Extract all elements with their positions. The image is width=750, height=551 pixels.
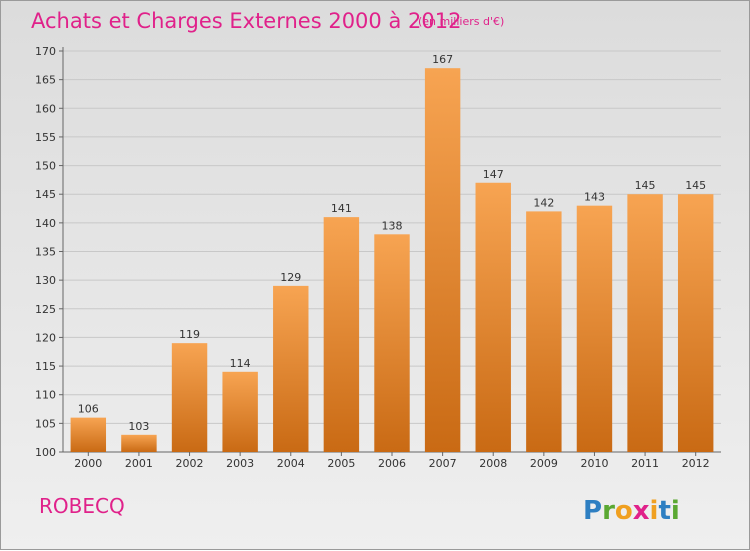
y-tick-labels: 100 105 110 115 120 125 130 135 140 145 150 155 160 1…	[35, 45, 56, 459]
bar-value-label: 167	[432, 53, 453, 66]
bar	[475, 182, 511, 452]
bar	[171, 343, 208, 452]
bar-value-label: 141	[331, 202, 352, 215]
bar	[323, 217, 360, 452]
x-tick-label: 2007	[429, 457, 457, 470]
y-tick-label: 170	[35, 45, 56, 58]
bar-value-label: 138	[382, 219, 403, 232]
bars	[70, 68, 714, 452]
bar	[576, 205, 613, 452]
bar-value-label: 106	[78, 403, 99, 416]
logo-letter: P	[583, 496, 602, 526]
logo-letter: o	[615, 496, 633, 526]
y-tick-label: 115	[35, 360, 56, 373]
x-tick-label: 2009	[530, 457, 558, 470]
x-tick-label: 2008	[479, 457, 507, 470]
bar	[627, 194, 663, 452]
x-tick-label: 2005	[327, 457, 355, 470]
bar	[677, 194, 714, 452]
chart-subtitle: (en milliers d'€)	[418, 15, 504, 28]
x-tick-label: 2001	[125, 457, 153, 470]
x-tick-label: 2010	[580, 457, 608, 470]
y-tick-label: 105	[35, 417, 56, 430]
y-tick-label: 135	[35, 246, 56, 259]
y-tick-label: 140	[35, 217, 56, 230]
bar	[121, 434, 157, 452]
bar-value-label: 103	[128, 420, 149, 433]
y-tick-label: 160	[35, 102, 56, 115]
y-tick-label: 150	[35, 160, 56, 173]
x-tick-label: 2012	[682, 457, 710, 470]
logo-letter: i	[650, 496, 659, 526]
x-tick-labels: 2000 2001 2002 2003 2004 2005 2006 2007 2008 2009…	[74, 452, 710, 470]
bar-value-label: 142	[533, 196, 554, 209]
bar-value-label: 147	[483, 168, 504, 181]
logo-letter: i	[671, 496, 680, 526]
bar-value-label: 145	[635, 179, 656, 192]
place-name: ROBECQ	[39, 494, 125, 518]
x-tick-label: 2011	[631, 457, 659, 470]
x-tick-label: 2004	[277, 457, 305, 470]
value-labels: 106 103 119 114 129 141 138 167 147 142 143 145 145	[78, 53, 706, 433]
x-tick-label: 2000	[74, 457, 102, 470]
proxiti-logo: Proxiti	[583, 496, 680, 526]
logo-letter: t	[658, 496, 670, 526]
bar-value-label: 145	[685, 179, 706, 192]
bar-value-label: 129	[280, 271, 301, 284]
bar	[222, 371, 258, 452]
x-tick-label: 2003	[226, 457, 254, 470]
bar	[273, 285, 309, 452]
logo-letter: r	[602, 496, 615, 526]
y-tick-label: 145	[35, 188, 56, 201]
bar-value-label: 119	[179, 328, 200, 341]
x-tick-label: 2006	[378, 457, 406, 470]
bar	[424, 68, 461, 452]
y-tick-label: 100	[35, 446, 56, 459]
y-tick-label: 155	[35, 131, 56, 144]
y-tick-label: 120	[35, 331, 56, 344]
chart-title: Achats et Charges Externes 2000 à 2012	[31, 9, 461, 33]
y-tick-label: 130	[35, 274, 56, 287]
y-tick-label: 110	[35, 389, 56, 402]
bar	[374, 234, 410, 452]
logo-letter: x	[633, 496, 650, 526]
y-tick-label: 125	[35, 303, 56, 316]
bar	[526, 211, 562, 452]
y-tick-label: 165	[35, 74, 56, 87]
bar-value-label: 143	[584, 191, 605, 204]
x-tick-label: 2002	[176, 457, 204, 470]
bar	[70, 417, 107, 452]
bar-value-label: 114	[230, 357, 251, 370]
